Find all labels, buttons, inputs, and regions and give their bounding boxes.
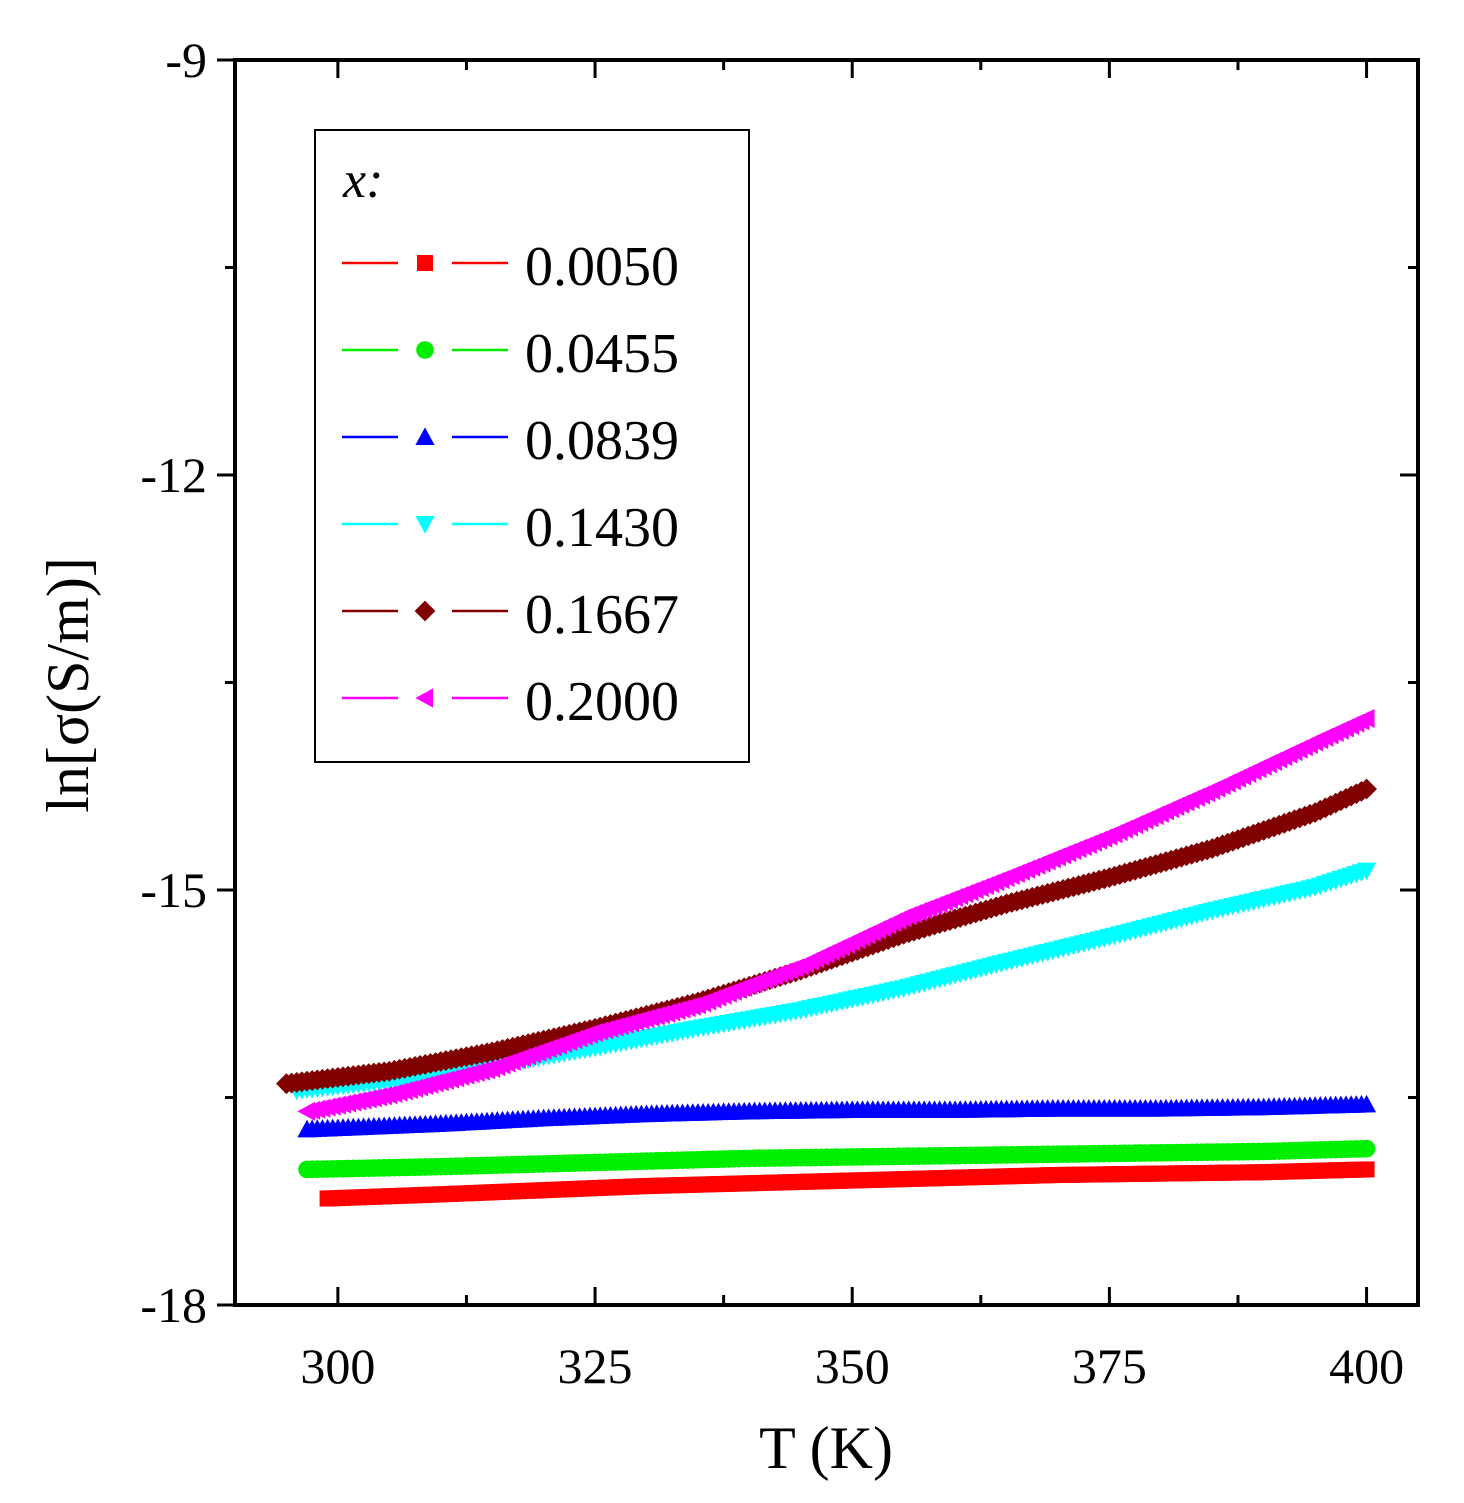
- legend-marker: [417, 255, 433, 271]
- y-tick-label: -12: [140, 447, 207, 503]
- series-0.0839: [297, 1094, 1377, 1138]
- data-point: [1358, 1161, 1375, 1178]
- x-tick-label: 375: [1072, 1338, 1147, 1394]
- legend: x: 0.0050 0.0455 0.0839 0.1430 0.1667 0.2000: [314, 129, 750, 763]
- legend-items: 0.0050 0.0455 0.0839 0.1430 0.1667 0.2000: [342, 236, 679, 733]
- legend-entry: 0.0455: [342, 323, 679, 385]
- legend-marker: [416, 341, 434, 359]
- x-tick-label: 300: [300, 1338, 375, 1394]
- series-0.0050: [319, 1161, 1375, 1207]
- legend-marker: [414, 600, 436, 622]
- legend-title: x:: [342, 152, 383, 209]
- data-point: [1356, 862, 1377, 881]
- x-tick-label: 350: [815, 1338, 890, 1394]
- legend-label: 0.1667: [525, 584, 679, 646]
- legend-label: 0.1430: [525, 497, 679, 559]
- data-point: [1356, 778, 1377, 800]
- y-tick-label: -15: [140, 862, 207, 918]
- legend-entry: 0.1430: [342, 497, 679, 559]
- data-point: [1356, 1094, 1377, 1113]
- legend-marker: [415, 688, 433, 708]
- y-tick-label: -9: [165, 32, 207, 88]
- x-axis-title: T (K): [759, 1415, 893, 1481]
- legend-label: 0.2000: [525, 671, 679, 733]
- data-point: [1357, 1139, 1376, 1158]
- legend-marker: [415, 516, 435, 534]
- legend-entry: 0.0050: [342, 236, 679, 298]
- legend-entry: 0.0839: [342, 410, 679, 472]
- series-line: [286, 787, 1368, 1086]
- x-tick-label: 325: [558, 1338, 633, 1394]
- legend-box: [314, 129, 750, 763]
- ticks-layer: 300 325 350 375 400 -9 -12 -15 -18: [140, 32, 1418, 1394]
- data-point: [1356, 708, 1375, 729]
- x-tick-label: 400: [1329, 1338, 1404, 1394]
- series-layer: [276, 708, 1377, 1207]
- legend-label: 0.0455: [525, 323, 679, 385]
- legend-label: 0.0839: [525, 410, 679, 472]
- legend-entry: 0.2000: [342, 671, 679, 733]
- y-axis-title: ln[σ(S/m)]: [35, 557, 101, 813]
- series-0.2000: [297, 708, 1375, 1121]
- legend-label: 0.0050: [525, 236, 679, 298]
- y-tick-label: -18: [140, 1277, 207, 1333]
- series-0.0455: [298, 1139, 1376, 1179]
- series-0.1667: [276, 778, 1377, 1095]
- legend-marker: [415, 427, 435, 445]
- legend-entry: 0.1667: [342, 584, 679, 646]
